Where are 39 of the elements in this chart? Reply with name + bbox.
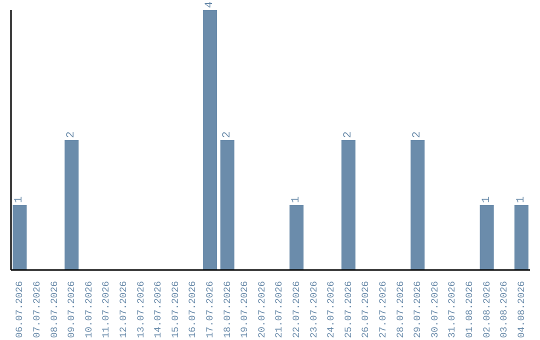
x-tick-label: 26.07.2026 bbox=[360, 280, 372, 338]
x-tick-label: 10.07.2026 bbox=[83, 280, 94, 338]
x-tick-label: 22.07.2026 bbox=[290, 280, 302, 338]
x-tick-label: 28.07.2026 bbox=[394, 280, 406, 338]
data-label: 1 bbox=[480, 196, 493, 203]
data-label: 4 bbox=[204, 1, 216, 8]
x-tick-label: 27.07.2026 bbox=[377, 280, 388, 338]
x-tick-label: 23.07.2026 bbox=[308, 280, 320, 338]
x-tick-label: 06.07.2026 bbox=[14, 280, 26, 338]
x-tick-label: 21.07.2026 bbox=[274, 280, 285, 338]
x-tick-label: 08.07.2026 bbox=[48, 280, 60, 338]
x-tick-label: 11.07.2026 bbox=[100, 280, 112, 338]
data-label: 1 bbox=[515, 196, 528, 203]
data-label: 1 bbox=[14, 196, 26, 203]
data-label: 2 bbox=[412, 131, 424, 138]
x-tick-label: 29.07.2026 bbox=[412, 280, 424, 338]
x-tick-label: 09.07.2026 bbox=[66, 280, 78, 338]
x-tick-label: 03.08.2026 bbox=[498, 280, 510, 338]
x-tick-label: 04.08.2026 bbox=[516, 280, 527, 338]
x-tick-label: 12.07.2026 bbox=[118, 280, 129, 338]
x-tick-label: 24.07.2026 bbox=[326, 280, 337, 338]
x-tick-label: 01.08.2026 bbox=[464, 280, 475, 338]
data-label: 2 bbox=[66, 131, 78, 138]
x-tick-label: 14.07.2026 bbox=[152, 280, 164, 338]
data-label: 2 bbox=[342, 131, 354, 138]
data-label: 1 bbox=[290, 196, 303, 203]
x-tick-label: 19.07.2026 bbox=[239, 280, 250, 338]
x-tick-label: 25.07.2026 bbox=[342, 280, 354, 338]
x-tick-label: 07.07.2026 bbox=[31, 280, 42, 338]
x-tick-label: 31.07.2026 bbox=[446, 280, 458, 338]
x-tick-label: 13.07.2026 bbox=[135, 280, 146, 338]
x-tick-label: 30.07.2026 bbox=[429, 280, 440, 338]
x-tick-label: 15.07.2026 bbox=[170, 280, 181, 338]
x-tick-label: 17.07.2026 bbox=[204, 280, 216, 338]
x-tick-label: 02.08.2026 bbox=[481, 280, 492, 338]
data-label: 2 bbox=[221, 131, 234, 138]
x-tick-label: 16.07.2026 bbox=[187, 280, 198, 338]
x-tick-label: 18.07.2026 bbox=[222, 280, 233, 338]
x-tick-label: 20.07.2026 bbox=[256, 280, 268, 338]
